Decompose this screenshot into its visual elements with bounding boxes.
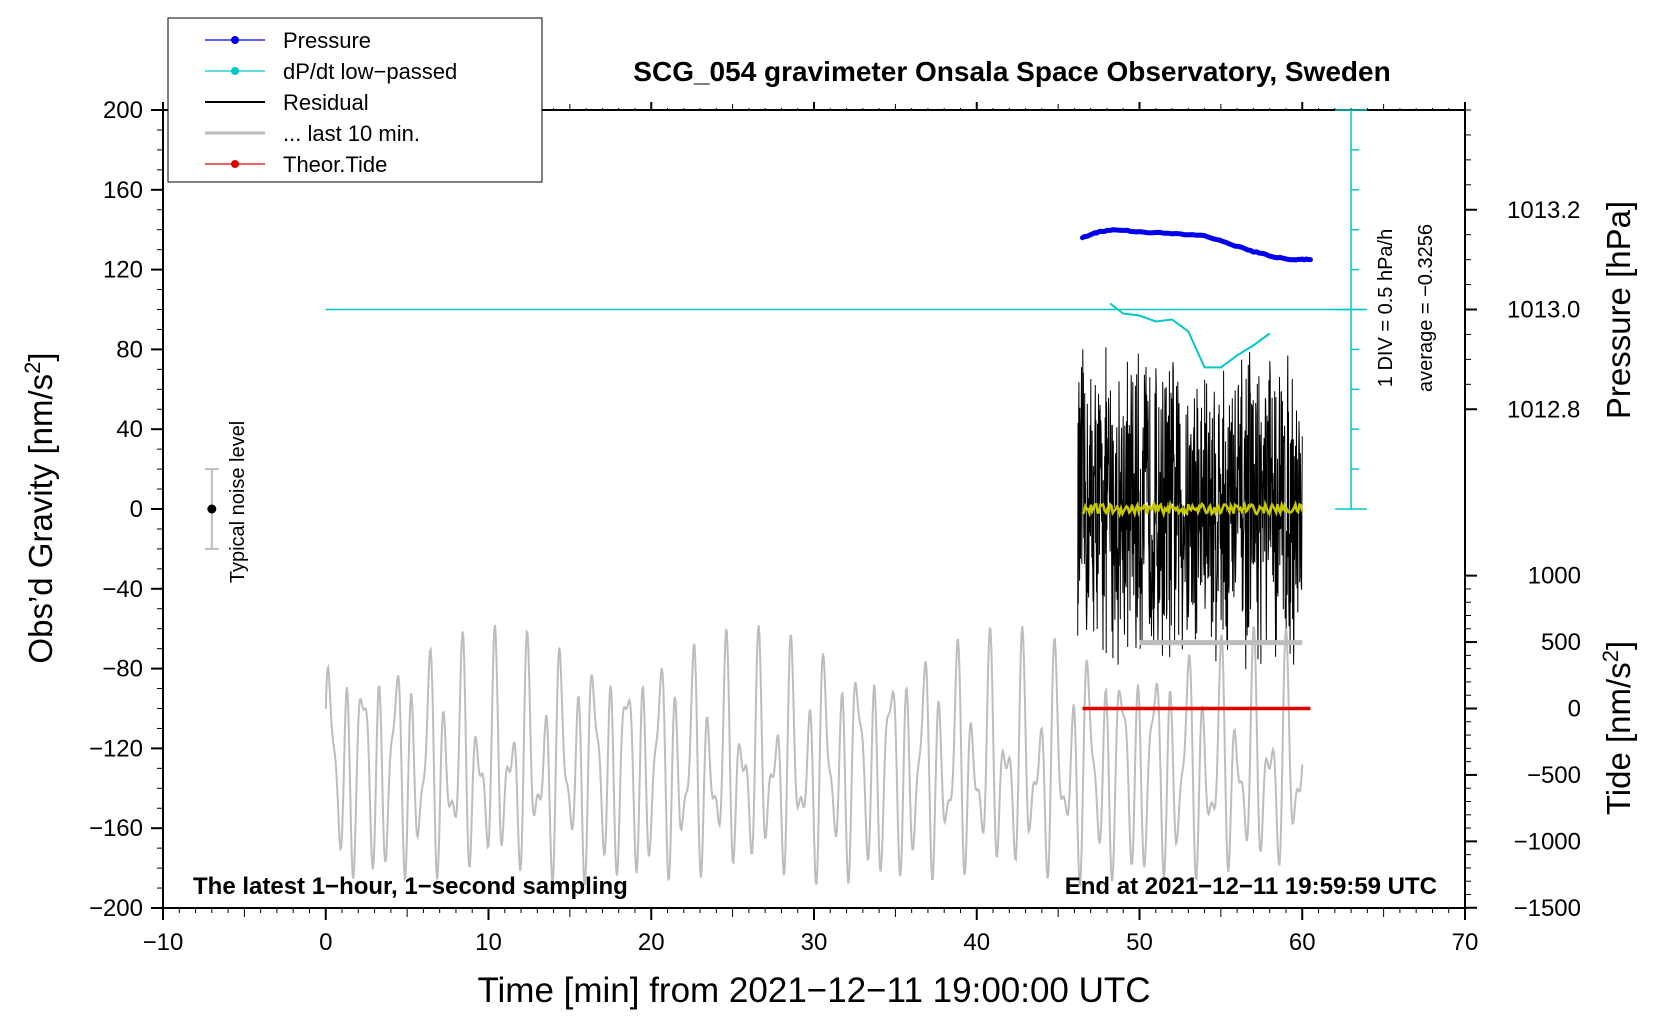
legend-entry: Pressure: [205, 28, 371, 53]
series-layer: [204, 109, 1368, 886]
plot-area: [324, 227, 1313, 886]
pressure-axis-label: Pressure [hPa]: [1600, 201, 1637, 419]
y-tick-label: 40: [116, 416, 143, 443]
x-axis-label: Time [min] from 2021−12−11 19:00:00 UTC: [477, 971, 1150, 1010]
x-tick-labels: −10 0 10 20 30 40 50 60 70: [143, 929, 1479, 956]
y-tick-label: −40: [102, 576, 143, 603]
tide-tick-label: −500: [1527, 762, 1581, 789]
pressure-tick-label: 1013.0: [1507, 297, 1580, 324]
dpdt-average-label: average = −0.3256: [1415, 224, 1437, 392]
series-residual-smoothed: [1081, 499, 1304, 519]
tide-axis-label: Tide [nm/s2]: [1598, 641, 1637, 815]
legend-label: Pressure: [283, 28, 371, 53]
annotation-bottom-left: The latest 1−hour, 1−second sampling: [193, 873, 628, 900]
series-dpdt: [1109, 302, 1271, 369]
legend-entry: Residual: [205, 90, 369, 115]
y-tick-label: −200: [89, 895, 143, 922]
tide-axis-label-sup: 2: [1598, 650, 1623, 662]
tide-tick-labels: 1000 500 0 −500 −1000 −1500: [1514, 563, 1581, 922]
y-tick-label: 200: [103, 97, 143, 124]
x-tick-label: 50: [1126, 929, 1153, 956]
legend-entry: dP/dt low−passed: [205, 59, 457, 84]
y-tick-label: −160: [89, 815, 143, 842]
legend: Pressure dP/dt low−passed Residual ... last…: [167, 17, 543, 183]
legend-label: Theor.Tide: [283, 152, 387, 177]
x-tick-label: 0: [319, 929, 332, 956]
y-tick-labels: 200 160 120 80 40 0 −40 −80 −120 −160 −200: [89, 97, 143, 922]
tide-tick-label: −1000: [1514, 828, 1581, 855]
tide-tick-label: 0: [1568, 696, 1581, 723]
tide-tick-label: 500: [1541, 629, 1581, 656]
y-axis-label-sup: 2: [20, 362, 45, 374]
legend-label: dP/dt low−passed: [283, 59, 457, 84]
y-axis-label: Obs’d Gravity [nm/s2]: [20, 352, 59, 663]
legend-entry: Theor.Tide: [205, 152, 387, 177]
noise-label: Typical noise level: [227, 421, 249, 583]
annotation-bottom-right: End at 2021−12−11 19:59:59 UTC: [1065, 873, 1437, 900]
legend-entries: Pressure dP/dt low−passed Residual ... last…: [205, 28, 457, 177]
x-tick-label: 30: [801, 929, 828, 956]
y-axis-label-text: Obs’d Gravity [nm/s: [22, 374, 59, 664]
dpdt-scale-label: 1 DIV = 0.5 hPa/h: [1375, 229, 1397, 387]
pressure-tick-label: 1012.8: [1507, 396, 1580, 423]
legend-box: [167, 17, 543, 183]
y-tick-label: 0: [130, 496, 143, 523]
tide-axis-label-tail: ]: [1600, 641, 1637, 650]
series-residual: [1077, 347, 1303, 670]
series-pressure: [1080, 227, 1313, 263]
tide-axis-label-text: Tide [nm/s: [1600, 662, 1637, 815]
chart-title: SCG_054 gravimeter Onsala Space Observat…: [633, 56, 1390, 87]
legend-marker: [231, 67, 239, 75]
legend-marker: [231, 36, 239, 44]
y-axis-label-tail: ]: [22, 352, 59, 361]
legend-marker: [231, 160, 239, 168]
x-tick-label: 20: [638, 929, 665, 956]
y-tick-label: 120: [103, 257, 143, 284]
x-tick-label: −10: [143, 929, 184, 956]
x-tick-label: 10: [475, 929, 502, 956]
tide-tick-label: 1000: [1528, 563, 1581, 590]
y-tick-label: 160: [103, 177, 143, 204]
y-tick-label: 80: [116, 336, 143, 363]
pressure-tick-labels: 1013.2 1013.0 1012.8: [1507, 197, 1580, 424]
legend-label: ... last 10 min.: [283, 121, 420, 146]
tide-tick-label: −1500: [1514, 895, 1581, 922]
x-tick-label: 70: [1452, 929, 1479, 956]
y-tick-label: −120: [89, 735, 143, 762]
x-tick-label: 40: [963, 929, 990, 956]
series-gravity-grey: [324, 624, 1304, 886]
legend-entry: ... last 10 min.: [205, 121, 420, 146]
pressure-tick-label: 1013.2: [1507, 197, 1580, 224]
x-tick-label: 60: [1289, 929, 1316, 956]
y-tick-label: −80: [102, 656, 143, 683]
legend-label: Residual: [283, 90, 369, 115]
noise-bar-center: [207, 504, 217, 514]
